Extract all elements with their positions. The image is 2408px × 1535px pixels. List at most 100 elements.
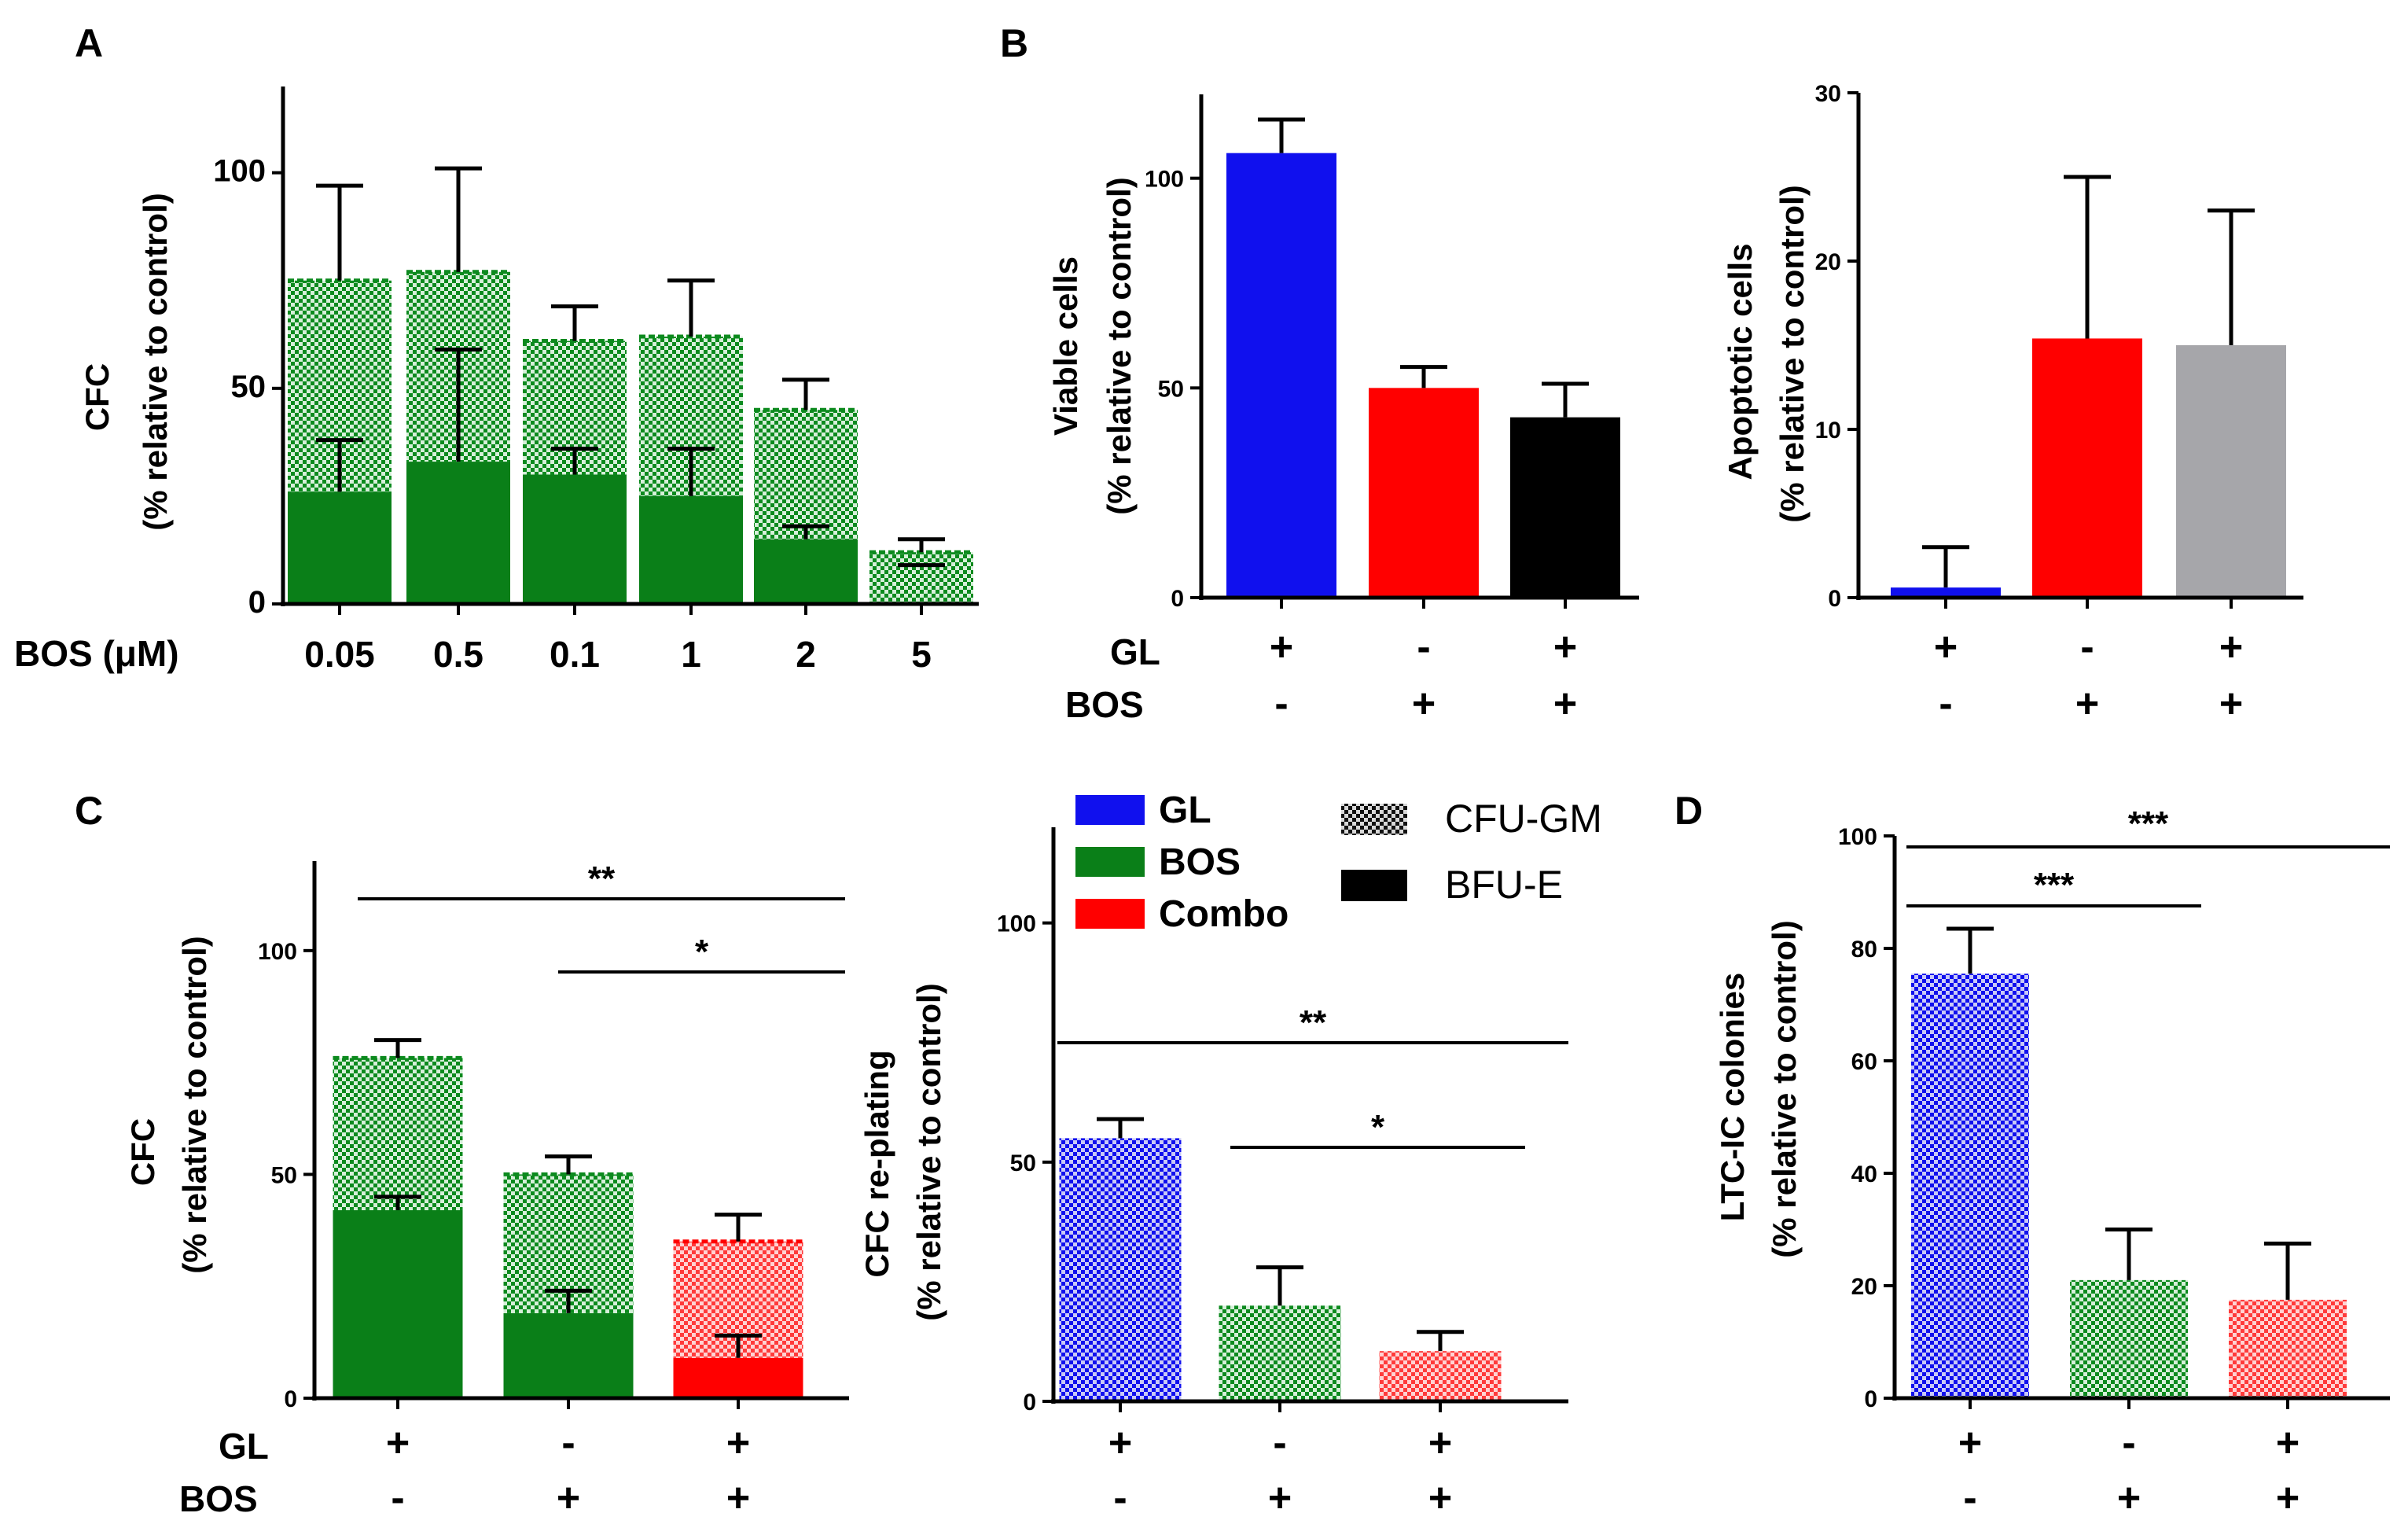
chart-c2-sign: +: [1108, 1420, 1132, 1466]
chart-c1-significance-label: **: [588, 860, 616, 898]
chart-b1-bar-bos: [1369, 388, 1479, 598]
chart-b2-sign: -: [1939, 681, 1952, 727]
chart-b2-bar-bos: [2032, 338, 2142, 598]
chart-d-bar-bos: [2070, 1279, 2188, 1398]
chart-c2-bar-gl: [1059, 1138, 1182, 1401]
chart-d-sign: +: [2117, 1475, 2141, 1521]
chart-b1-bar-combo: [1510, 417, 1620, 598]
chart-c2-significance-label: **: [1300, 1003, 1327, 1042]
chart-d-sign: +: [2276, 1420, 2300, 1466]
chart-d-sign: -: [1963, 1475, 1976, 1521]
chart-d-y-tick-label: 0: [1864, 1386, 1877, 1412]
chart-a-y-tick-label: 50: [231, 370, 267, 404]
chart-c2-y-tick-label: 0: [1023, 1390, 1036, 1415]
panel-c1-ylabel-line1: CFC: [124, 1118, 161, 1186]
chart-b2-sign: +: [2075, 681, 2099, 727]
chart-c1-significance-label: *: [695, 933, 709, 971]
chart-d-bar-gl: [1911, 974, 2029, 1398]
chart-b2-bar-gl: [1891, 587, 2001, 598]
panel-b2-ylabel-line1: Apoptotic cells: [1722, 243, 1759, 480]
legend: GL BOS Combo CFU-GM BFU-E: [1075, 790, 1602, 935]
chart-c2-sign: +: [1268, 1475, 1292, 1521]
panel-d-ylabel-line2: (% relative to control): [1766, 920, 1803, 1257]
panel-c2-ylabel-line1: CFC re-plating: [858, 1050, 895, 1277]
panel-label-a: A: [75, 21, 103, 65]
panel-b1-row-label-bos: BOS: [1065, 684, 1144, 725]
panel-c1-row-label-bos: BOS: [179, 1478, 258, 1519]
chart-c1-bar-bfu-e: [673, 1357, 803, 1398]
chart-a-category-label: 0.05: [304, 634, 375, 675]
chart-c1-bar-bfu-e: [503, 1312, 634, 1398]
legend-label-cfu-gm: CFU-GM: [1445, 797, 1602, 841]
chart-a-bar-bfu-e: [523, 474, 627, 604]
chart-b1-bar-gl: [1226, 153, 1336, 598]
chart-b2-sign: +: [2219, 624, 2243, 670]
chart-b2-sign: -: [2080, 624, 2094, 670]
panel-c1-row-label-gl: GL: [219, 1426, 269, 1467]
chart-c2-sign: +: [1428, 1475, 1452, 1521]
chart-b2-y-tick-label: 10: [1815, 418, 1841, 444]
chart-d-y-tick-label: 100: [1838, 824, 1877, 850]
chart-c2-sign: -: [1113, 1475, 1127, 1521]
chart-b2-y-tick-label: 20: [1815, 249, 1841, 275]
chart-c1-y-tick-label: 100: [258, 939, 297, 965]
chart-d-significance-label: ***: [2128, 804, 2169, 843]
chart-a-bar-bfu-e: [639, 495, 743, 604]
panel-a-xrow-label: BOS (μM): [14, 633, 179, 674]
panel-c2-ylabel-line2: (% relative to control): [910, 983, 947, 1320]
chart-a-bar-bfu-e: [288, 491, 392, 604]
legend-swatch-bfu-e: [1341, 870, 1407, 901]
chart-b2-bar-combo: [2176, 345, 2286, 598]
panel-d-ylabel-line1: LTC-IC colonies: [1714, 973, 1751, 1222]
chart-c2-bar-combo: [1379, 1351, 1502, 1401]
legend-swatch-bos: [1075, 847, 1145, 877]
chart-a-bar-cfu-gm: [869, 552, 973, 604]
panel-label-d: D: [1675, 789, 1703, 833]
chart-b2-y-tick-label: 30: [1815, 81, 1841, 107]
chart-c1-bar-cfu-gm: [333, 1058, 463, 1210]
chart-b1-sign: -: [1274, 681, 1288, 727]
chart-d-y-tick-label: 60: [1851, 1049, 1877, 1075]
chart-b2-sign: +: [1934, 624, 1958, 670]
panel-c1-ylabel-line2: (% relative to control): [176, 936, 213, 1273]
chart-d: 0 20 40 60 80 100 + - + - + + *** ***: [1838, 804, 2390, 1521]
chart-a-category-label: 5: [911, 634, 932, 675]
chart-c2-y-tick-label: 50: [1010, 1150, 1036, 1176]
chart-c1-sign: +: [726, 1420, 750, 1466]
chart-b1: 0 50 100 + - + - + +: [1145, 94, 1639, 727]
chart-c1-sign: +: [386, 1420, 410, 1466]
chart-c2-y-tick-label: 100: [997, 911, 1036, 937]
chart-c1-bar-bfu-e: [333, 1209, 463, 1398]
chart-c1-sign: -: [561, 1420, 575, 1466]
legend-swatch-gl: [1075, 795, 1145, 825]
panel-label-c: C: [75, 789, 103, 833]
chart-b1-y-tick-label: 0: [1171, 586, 1184, 612]
panel-b1-ylabel-line1: Viable cells: [1047, 256, 1084, 436]
chart-b1-sign: -: [1417, 624, 1430, 670]
chart-a-bar-cfu-gm: [754, 410, 858, 539]
panel-b1-row-label-gl: GL: [1110, 631, 1160, 672]
chart-c1-y-tick-label: 50: [271, 1162, 297, 1188]
chart-c1-y-tick-label: 0: [284, 1386, 297, 1412]
chart-b1-y-tick-label: 100: [1145, 167, 1184, 193]
chart-a-category-label: 1: [681, 634, 701, 675]
panel-b1-ylabel-line2: (% relative to control): [1101, 177, 1138, 514]
chart-d-bar-combo: [2229, 1299, 2347, 1398]
chart-d-sign: +: [2276, 1475, 2300, 1521]
chart-b1-y-tick-label: 50: [1158, 376, 1184, 402]
chart-a-bar-bfu-e: [406, 462, 510, 604]
chart-c2-sign: -: [1273, 1420, 1286, 1466]
chart-d-y-tick-label: 20: [1851, 1274, 1877, 1300]
chart-a-category-label: 0.1: [550, 634, 600, 675]
chart-d-significance-label: ***: [2034, 866, 2075, 904]
legend-swatch-cfu-gm: [1341, 804, 1407, 835]
chart-c2-significance-label: *: [1371, 1108, 1385, 1147]
chart-a-bar-bfu-e: [754, 539, 858, 604]
legend-swatch-combo: [1075, 899, 1145, 929]
panel-a-ylabel-line2: (% relative to control): [137, 193, 174, 530]
chart-c1-sign: -: [391, 1475, 404, 1521]
chart-a-y-tick-label: 0: [248, 585, 266, 620]
